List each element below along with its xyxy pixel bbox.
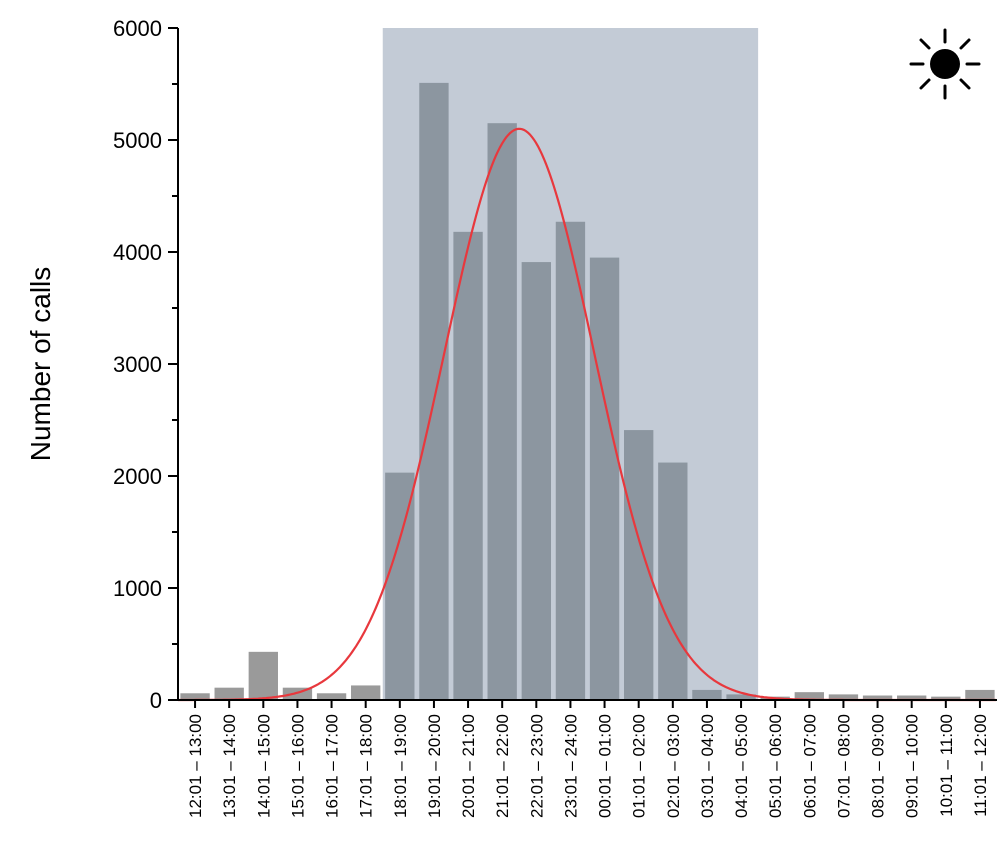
y-tick-label: 6000: [113, 16, 162, 41]
x-tick-label: 04:01 – 05:00: [732, 714, 751, 818]
x-tick-label: 07:01 – 08:00: [834, 714, 853, 818]
bar: [316, 693, 347, 700]
x-tick-label: 13:01 – 14:00: [220, 714, 239, 818]
x-tick-label: 20:01 – 21:00: [459, 714, 478, 818]
x-tick-label: 09:01 – 10:00: [903, 714, 922, 818]
y-tick-label: 3000: [113, 352, 162, 377]
bar: [828, 694, 859, 700]
bar: [248, 651, 278, 700]
x-tick-label: 03:01 – 04:00: [698, 714, 717, 818]
x-tick-label: 01:01 – 02:00: [630, 714, 649, 818]
y-tick-label: 0: [150, 688, 162, 713]
y-tick-label: 4000: [113, 240, 162, 265]
y-tick-label: 1000: [113, 576, 162, 601]
bar: [180, 693, 210, 700]
x-tick-label: 19:01 – 20:00: [425, 714, 444, 818]
bar: [589, 257, 620, 700]
x-tick-label: 15:01 – 16:00: [288, 714, 307, 818]
x-tick-label: 00:01 – 01:00: [596, 714, 615, 818]
x-tick-label: 06:01 – 07:00: [800, 714, 819, 818]
bar: [658, 462, 688, 700]
bar: [931, 696, 961, 700]
bar: [794, 692, 824, 700]
bar: [351, 685, 381, 700]
bar: [965, 689, 995, 700]
x-tick-label: 05:01 – 06:00: [766, 714, 785, 818]
bar: [692, 689, 722, 700]
bar: [487, 123, 517, 700]
x-tick-label: 02:01 – 03:00: [664, 714, 683, 818]
y-tick-label: 5000: [113, 128, 162, 153]
bar: [385, 472, 415, 700]
x-tick-label: 12:01 – 13:00: [186, 714, 205, 818]
x-tick-label: 14:01 – 15:00: [254, 714, 273, 818]
y-tick-label: 2000: [113, 464, 162, 489]
bar: [453, 231, 483, 700]
bar: [419, 82, 449, 700]
x-tick-label: 17:01 – 18:00: [357, 714, 376, 818]
bar: [214, 687, 244, 700]
bar: [624, 430, 654, 700]
bar: [726, 694, 756, 700]
x-tick-label: 08:01 – 09:00: [869, 714, 888, 818]
x-tick-label: 21:01 – 22:00: [493, 714, 512, 818]
x-tick-label: 18:01 – 19:00: [391, 714, 410, 818]
x-tick-label: 16:01 – 17:00: [323, 714, 342, 818]
bar: [897, 695, 927, 700]
x-tick-label: 10:01 – 11:00: [937, 714, 956, 817]
x-tick-label: 22:01 – 23:00: [527, 714, 546, 818]
bar: [862, 695, 893, 700]
sun-icon: [909, 28, 981, 100]
x-tick-label: 23:01 – 24:00: [561, 714, 580, 818]
bar: [555, 221, 586, 700]
x-tick-label: 11:01 – 12:00: [971, 714, 990, 817]
y-axis-label: Number of calls: [25, 267, 56, 462]
bar: [521, 262, 551, 700]
